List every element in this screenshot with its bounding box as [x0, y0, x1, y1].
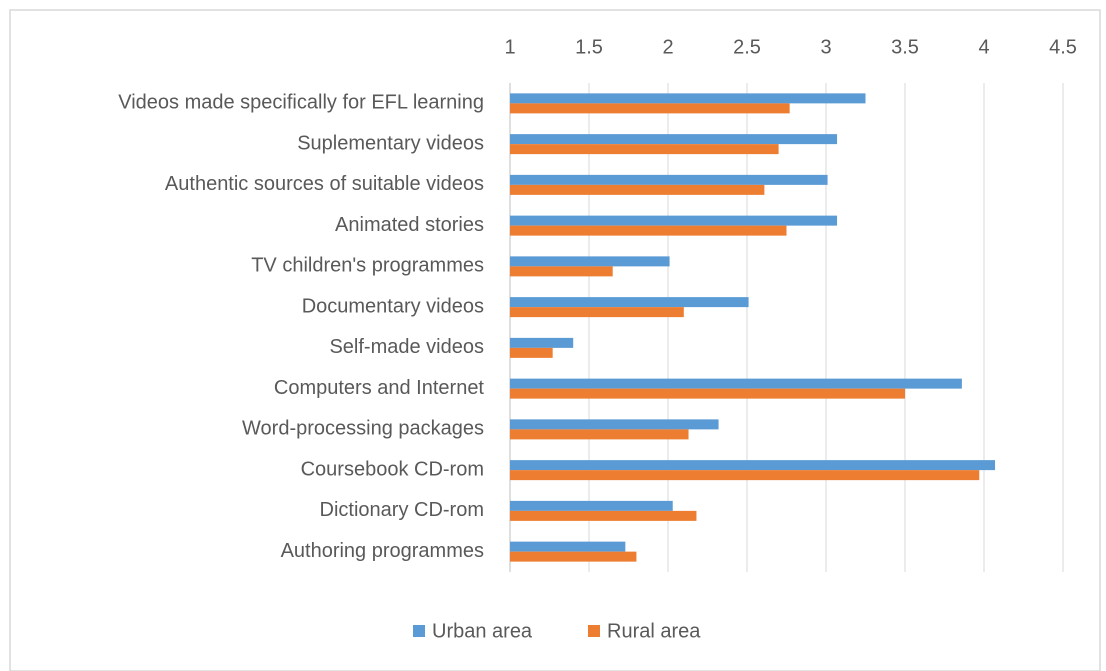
- bar: [510, 144, 779, 155]
- bar: [510, 510, 697, 521]
- x-tick-label: 3.5: [891, 36, 919, 58]
- bar: [510, 470, 980, 481]
- bar: [510, 225, 787, 236]
- x-tick-label: 4.5: [1049, 36, 1077, 58]
- bar: [510, 266, 613, 277]
- bar: [510, 388, 905, 399]
- y-tick-label: Documentary videos: [302, 295, 484, 317]
- legend-label: Rural area: [607, 620, 701, 642]
- bar: [510, 256, 670, 267]
- y-tick-label: Authoring programmes: [281, 540, 484, 562]
- y-tick-label: Dictionary CD-rom: [320, 499, 484, 521]
- y-tick-label: Coursebook CD-rom: [301, 458, 484, 480]
- bar: [510, 460, 996, 471]
- bar: [510, 500, 673, 511]
- bar: [510, 429, 689, 440]
- bar: [510, 215, 838, 226]
- x-tick-label: 4: [978, 36, 989, 58]
- y-tick-label: Self-made videos: [329, 336, 484, 358]
- bar: [510, 174, 828, 185]
- x-tick-label: 1: [504, 36, 515, 58]
- bar: [510, 378, 962, 389]
- y-tick-label: Word-processing packages: [242, 418, 484, 440]
- y-tick-label: TV children's programmes: [251, 255, 484, 277]
- bar: [510, 551, 637, 562]
- y-tick-label: Suplementary videos: [297, 132, 484, 154]
- x-tick-label: 2.5: [733, 36, 761, 58]
- y-tick-label: Animated stories: [335, 214, 484, 236]
- y-tick-label: Videos made specifically for EFL learnin…: [118, 92, 484, 114]
- bar: [510, 307, 684, 318]
- bar: [510, 93, 866, 104]
- bar: [510, 297, 749, 308]
- legend-swatch: [413, 625, 425, 637]
- bar: [510, 134, 838, 145]
- bar: [510, 419, 719, 430]
- bar: [510, 541, 626, 552]
- bar: [510, 103, 790, 114]
- y-tick-label: Computers and Internet: [274, 377, 485, 399]
- x-tick-label: 3: [820, 36, 831, 58]
- x-tick-label: 1.5: [575, 36, 603, 58]
- bar: [510, 337, 574, 348]
- bar: [510, 184, 765, 195]
- legend-label: Urban area: [432, 620, 533, 642]
- y-tick-label: Authentic sources of suitable videos: [165, 173, 484, 195]
- legend-swatch: [588, 625, 600, 637]
- x-tick-label: 2: [662, 36, 673, 58]
- bar: [510, 347, 553, 358]
